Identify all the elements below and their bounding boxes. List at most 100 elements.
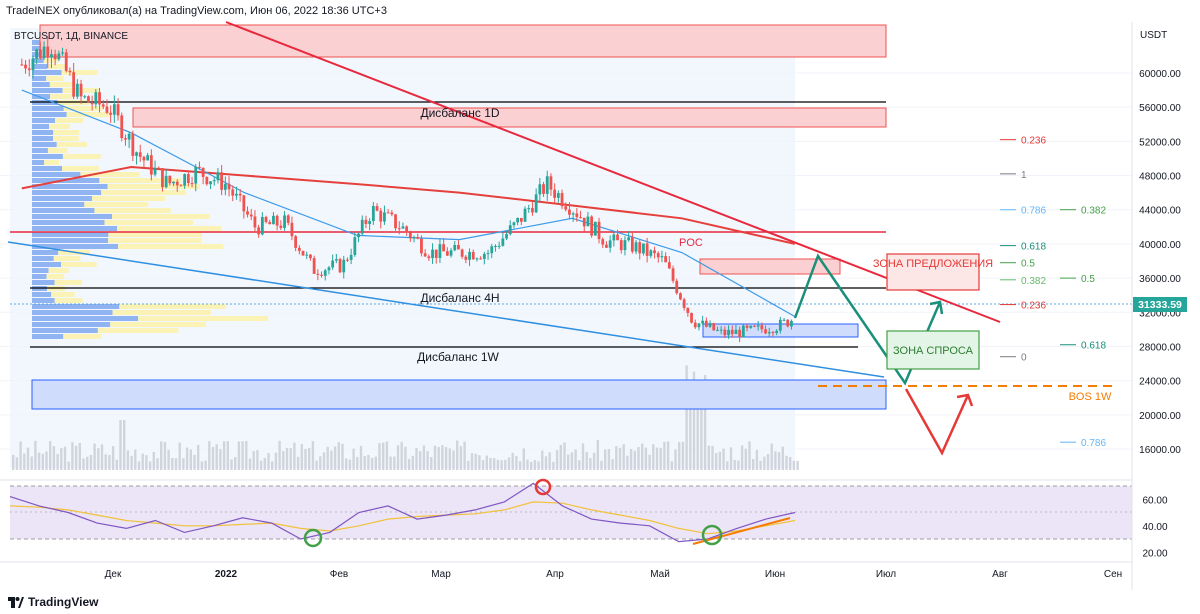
- candle-body: [412, 237, 416, 239]
- candle-body: [523, 208, 527, 222]
- imbalance-4h-zone[interactable]: [699, 258, 841, 275]
- candle-body: [427, 256, 431, 259]
- volume-bar: [567, 454, 570, 470]
- volume-bar: [526, 459, 529, 470]
- ma-blue-line: [21, 89, 796, 318]
- volume-profile-bar-yellow: [49, 124, 70, 129]
- volume-bar: [197, 444, 200, 470]
- candle-body: [775, 330, 779, 334]
- volume-profile-bar-blue: [32, 298, 55, 303]
- candle-body: [253, 216, 257, 228]
- candle-body: [431, 249, 434, 259]
- volume-bar: [160, 441, 163, 470]
- volume-bar: [389, 456, 392, 470]
- volume-bar: [52, 446, 56, 470]
- fib-label: 0.786: [1021, 206, 1046, 217]
- candle-body: [778, 319, 782, 331]
- volume-bar: [733, 459, 736, 470]
- volume-bar: [419, 451, 422, 470]
- candle-body: [482, 253, 486, 259]
- candle-body: [164, 175, 168, 188]
- volume-profile-bar-blue: [32, 154, 63, 159]
- candle-body: [560, 193, 564, 207]
- volume-bar: [789, 457, 792, 470]
- descending-trendline-red[interactable]: [225, 21, 1001, 323]
- candle-body: [294, 236, 298, 248]
- candle-body: [46, 46, 50, 58]
- rsi-overbought-circle-icon: [534, 478, 552, 496]
- candle-body: [664, 256, 668, 263]
- candle-body: [68, 70, 72, 73]
- descending-trendline-blue[interactable]: [7, 241, 885, 378]
- volume-profile-bar-blue: [32, 130, 54, 135]
- candle-body: [124, 138, 127, 140]
- volume-bar: [208, 441, 211, 470]
- volume-bar: [544, 456, 548, 470]
- volume-bar: [659, 447, 662, 470]
- volume-bar: [563, 442, 566, 470]
- volume-bar: [367, 454, 370, 470]
- volume-bar: [293, 442, 296, 470]
- candle-body: [309, 254, 312, 259]
- volume-profile-bar-yellow: [53, 130, 80, 135]
- volume-bar: [744, 448, 747, 470]
- candle-body: [238, 193, 242, 196]
- volume-profile-bar-yellow: [53, 136, 79, 141]
- candle-body: [593, 221, 597, 236]
- volume-profile-bar-yellow: [91, 196, 166, 201]
- supply-zone-top[interactable]: [39, 24, 887, 58]
- candle-body: [227, 183, 231, 190]
- candle-body: [619, 240, 623, 251]
- candle-body: [568, 209, 571, 215]
- candle-body: [519, 217, 523, 222]
- volume-bar: [430, 456, 433, 470]
- candle-body: [383, 212, 386, 222]
- current-price-tag: [1133, 297, 1187, 312]
- volume-profile-bar-yellow: [50, 94, 73, 99]
- volume-profile-bar-yellow: [117, 226, 222, 231]
- volume-bar: [60, 448, 63, 470]
- candle-body: [542, 184, 545, 194]
- candle-body: [357, 233, 360, 238]
- candle-body: [272, 215, 275, 225]
- candle-body: [682, 299, 686, 308]
- candle-body: [57, 53, 61, 60]
- volume-bar: [326, 446, 329, 470]
- candle-body: [135, 152, 138, 156]
- candle-body: [630, 237, 634, 252]
- fib-label: 0.5: [1021, 259, 1035, 270]
- candle-body: [716, 329, 719, 331]
- candle-body: [334, 259, 338, 261]
- candle-body: [212, 180, 216, 182]
- candle-body: [275, 215, 279, 226]
- time-tick-label: Май: [650, 569, 670, 580]
- fib-label: 0.236: [1021, 136, 1046, 147]
- volume-bar: [474, 453, 477, 470]
- candle-body: [512, 222, 516, 226]
- rsi-divergence-line[interactable]: [692, 517, 791, 545]
- candle-body: [394, 214, 397, 229]
- demand-zone-box[interactable]: [886, 330, 980, 370]
- volume-bar: [722, 448, 725, 470]
- volume-bar: [589, 458, 592, 470]
- volume-bar: [618, 447, 622, 470]
- volume-bar: [763, 456, 766, 470]
- candle-body: [286, 215, 290, 223]
- volume-bar: [648, 454, 651, 470]
- volume-profile-bar-yellow: [97, 328, 179, 333]
- volume-bar: [596, 440, 599, 470]
- imbalance-1d-zone[interactable]: [132, 107, 887, 128]
- imbalance-1w-zone[interactable]: [31, 379, 887, 410]
- footer-brand: TradingView: [28, 595, 99, 609]
- candle-body: [508, 225, 512, 235]
- volume-profile-bar-yellow: [47, 64, 66, 69]
- candle-body: [53, 54, 57, 60]
- projection-arrow-red[interactable]: [904, 388, 970, 456]
- candles[interactable]: [20, 36, 793, 343]
- volume-profile-bar-blue: [32, 124, 50, 129]
- candle-body: [408, 232, 412, 239]
- volume-profile-bar-blue: [32, 76, 47, 81]
- candle-body: [231, 189, 235, 196]
- supply-zone-box[interactable]: [886, 253, 980, 291]
